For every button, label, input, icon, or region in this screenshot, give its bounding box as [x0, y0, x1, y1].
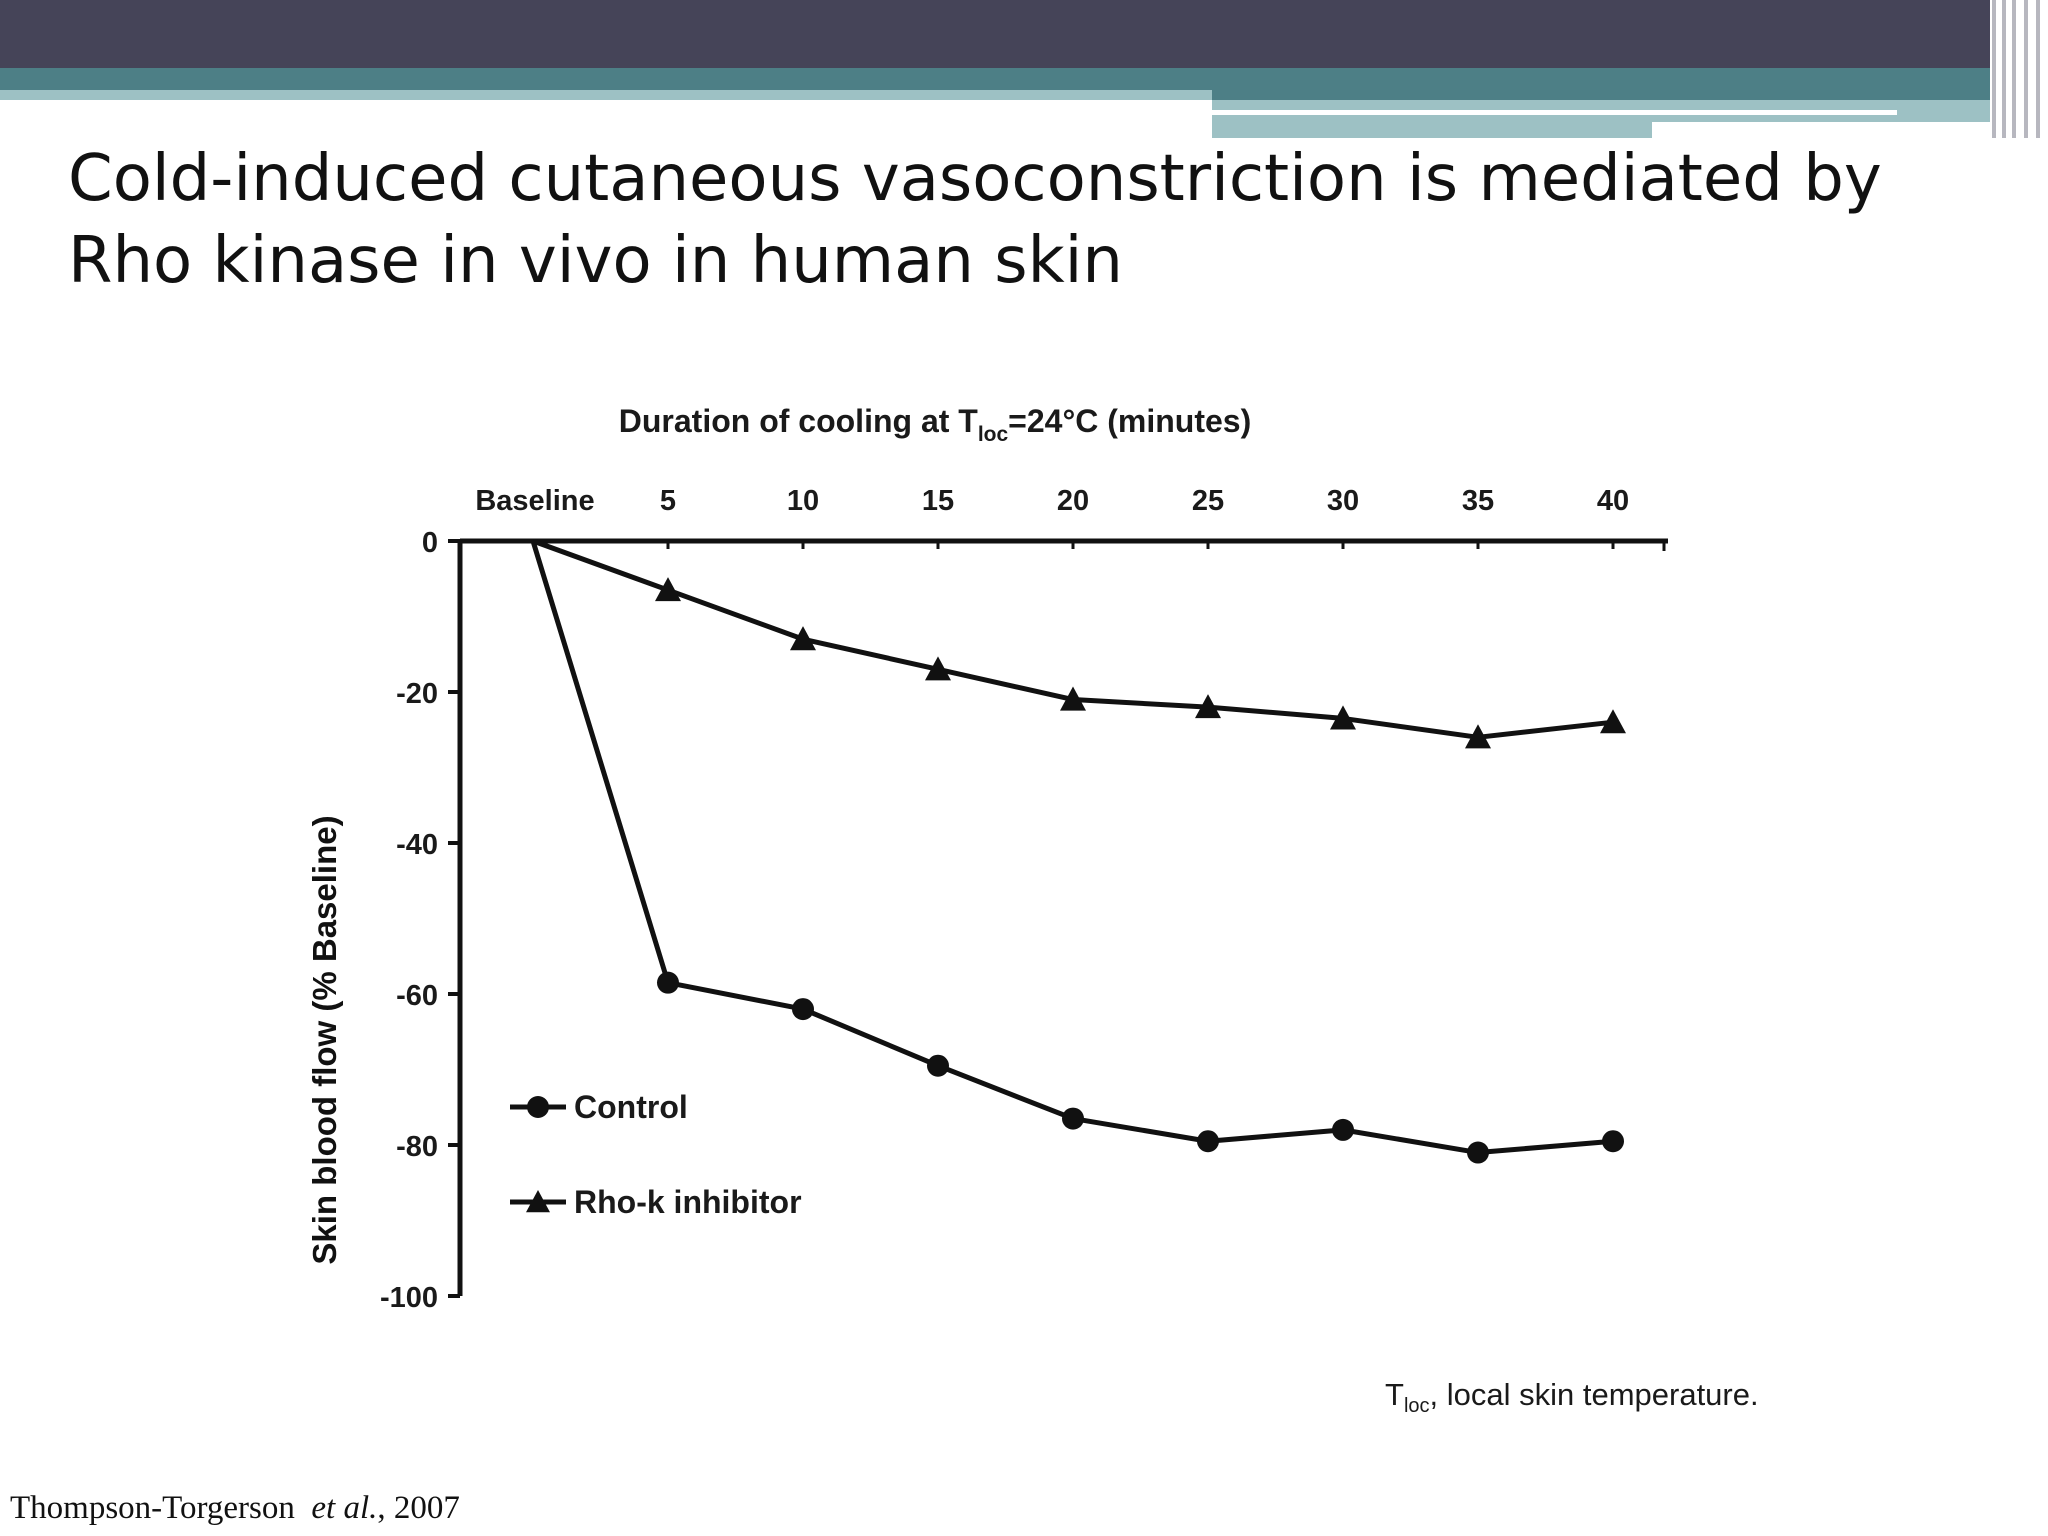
x-axis-title-prefix: Duration of cooling at T	[619, 403, 979, 439]
x-axis-title-suffix: =24°C (minutes)	[1008, 403, 1251, 439]
y-axis-title: Skin blood flow (% Baseline)	[306, 815, 343, 1264]
header-corner-stripes	[1990, 0, 2048, 138]
legend-label-2: Rho-k inhibitor	[574, 1184, 802, 1220]
slide-title: Cold-induced cutaneous vasoconstriction …	[68, 142, 1882, 298]
series-1-point	[1602, 1130, 1624, 1153]
series-1-point	[927, 1054, 949, 1077]
series-line-1	[530, 540, 1614, 1156]
x-tick-label: 15	[922, 485, 954, 517]
header-teal-bar	[0, 68, 1990, 90]
series-2-point	[1600, 709, 1626, 734]
series-2-point	[655, 577, 681, 602]
x-tick-label: 20	[1057, 485, 1089, 517]
y-tick-label: 0	[422, 527, 438, 559]
x-tick-label: 40	[1597, 485, 1629, 517]
x-axis-title-subscript: loc	[978, 423, 1009, 446]
footnote-text: , local skin temperature.	[1429, 1377, 1759, 1412]
series-1-point	[1197, 1130, 1219, 1153]
series-2-point	[790, 626, 816, 651]
header-teal-bar-right	[1212, 90, 1990, 100]
legend-label-1: Control	[574, 1089, 688, 1125]
series-2-point	[1195, 694, 1221, 719]
header-light-tab	[1212, 122, 1652, 138]
y-tick-label: -60	[396, 980, 438, 1012]
series-2-point	[925, 656, 951, 681]
series-1-point	[1062, 1107, 1084, 1130]
series-2-point	[1060, 686, 1086, 711]
series-2-point	[1330, 705, 1356, 730]
citation-etal: et al.	[311, 1490, 378, 1526]
citation-year: , 2007	[377, 1490, 460, 1526]
y-tick-label: -20	[396, 678, 438, 710]
series-1-point	[657, 971, 679, 994]
footnote: Tloc, local skin temperature.	[1385, 1377, 1759, 1418]
y-tick-label: -40	[396, 829, 438, 861]
series-1-point	[1467, 1141, 1489, 1164]
y-tick-label: -100	[380, 1282, 438, 1314]
y-tick-label: -80	[396, 1131, 438, 1163]
header-light-bar	[0, 90, 1212, 100]
x-tick-label: 30	[1327, 485, 1359, 517]
citation: Thompson-Torgerson et al., 2007	[10, 1490, 460, 1527]
x-tick-label: 10	[787, 485, 819, 517]
series-1-point	[1332, 1118, 1354, 1141]
header-dark-bar	[0, 0, 1990, 68]
series-1-point	[792, 998, 814, 1021]
legend-marker-2	[526, 1190, 550, 1213]
footnote-symbol: T	[1385, 1377, 1404, 1412]
x-tick-label: 5	[660, 485, 676, 517]
citation-author: Thompson-Torgerson	[10, 1490, 295, 1526]
footnote-subscript: loc	[1403, 1395, 1430, 1418]
x-tick-label: 35	[1462, 485, 1494, 517]
series-2-point	[1465, 724, 1491, 749]
header-white-line	[1212, 110, 1897, 115]
legend-marker-1	[527, 1096, 549, 1118]
x-tick-label: 25	[1192, 485, 1224, 517]
x-tick-label: Baseline	[475, 485, 594, 517]
x-axis-title: Duration of cooling at Tloc=24°C (minute…	[619, 403, 1252, 446]
